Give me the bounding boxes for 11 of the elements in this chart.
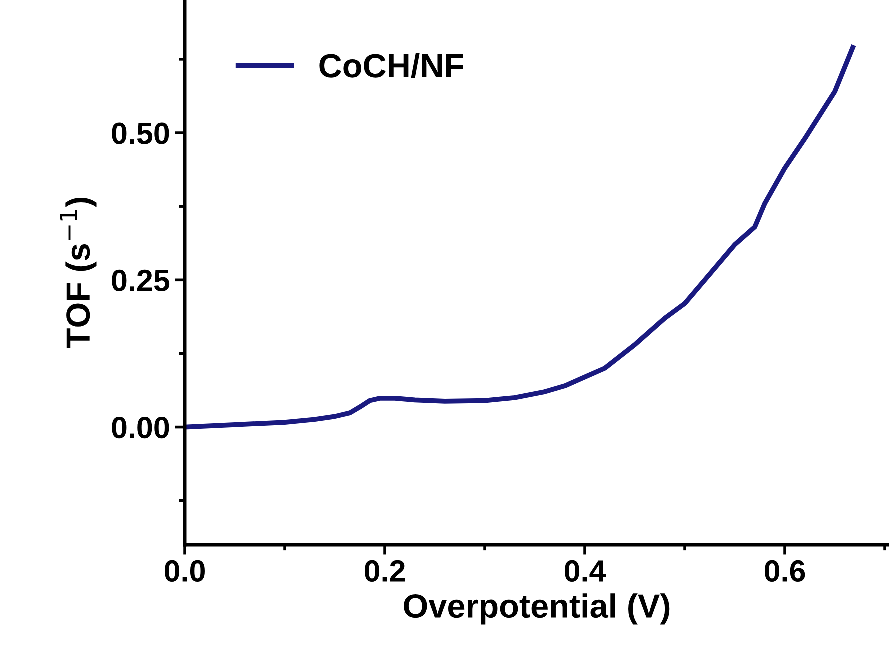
legend-label: CoCH/NF bbox=[320, 53, 464, 78]
x-tick-label: 0.0 bbox=[164, 560, 205, 582]
line-series bbox=[185, 45, 856, 430]
y-axis-title: TOF (s$^{−1}$) bbox=[60, 198, 97, 348]
x-tick-label: 0.4 bbox=[564, 560, 606, 582]
x-axis-title: Overpotential (V) bbox=[404, 594, 670, 625]
y-tick-label: 0.50 bbox=[112, 122, 170, 144]
y-tick-label: 0.00 bbox=[112, 417, 170, 439]
y-tick-label: 0.25 bbox=[112, 270, 170, 292]
x-tick-label: 0.2 bbox=[364, 560, 406, 582]
x-tick-label: 0.6 bbox=[764, 560, 806, 582]
